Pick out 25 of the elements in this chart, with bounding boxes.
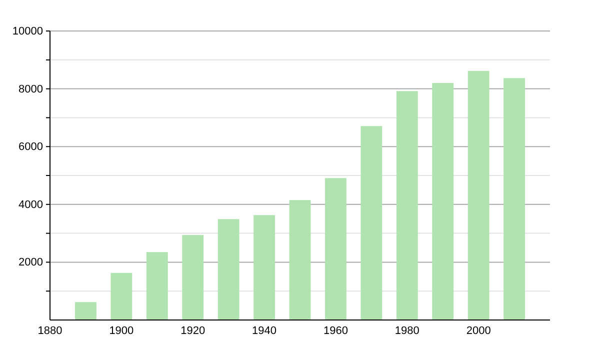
bar xyxy=(396,91,418,320)
bar xyxy=(504,78,525,320)
bar xyxy=(432,83,454,320)
bar xyxy=(182,235,204,320)
bar xyxy=(218,219,240,320)
x-tick-label: 1940 xyxy=(252,325,277,337)
y-tick-label: 4000 xyxy=(18,198,43,211)
y-tick-label: 2000 xyxy=(18,256,43,269)
x-tick-label: 1920 xyxy=(180,325,206,337)
bar xyxy=(146,252,168,320)
bar xyxy=(360,126,382,320)
x-tick-label: 1960 xyxy=(323,325,348,337)
y-tick-label: 8000 xyxy=(18,83,43,96)
y-tick-label: 10000 xyxy=(12,26,43,38)
bar xyxy=(110,272,132,320)
bar xyxy=(289,200,311,320)
bar xyxy=(254,215,275,320)
x-tick-label: 2000 xyxy=(466,325,491,337)
bar xyxy=(325,178,346,320)
x-tick-label: 1900 xyxy=(109,325,134,337)
x-tick-label: 1880 xyxy=(38,325,62,337)
x-tick-label: 1980 xyxy=(394,325,420,337)
y-tick-label: 6000 xyxy=(18,141,43,154)
bar xyxy=(75,302,96,320)
bar xyxy=(468,70,490,320)
